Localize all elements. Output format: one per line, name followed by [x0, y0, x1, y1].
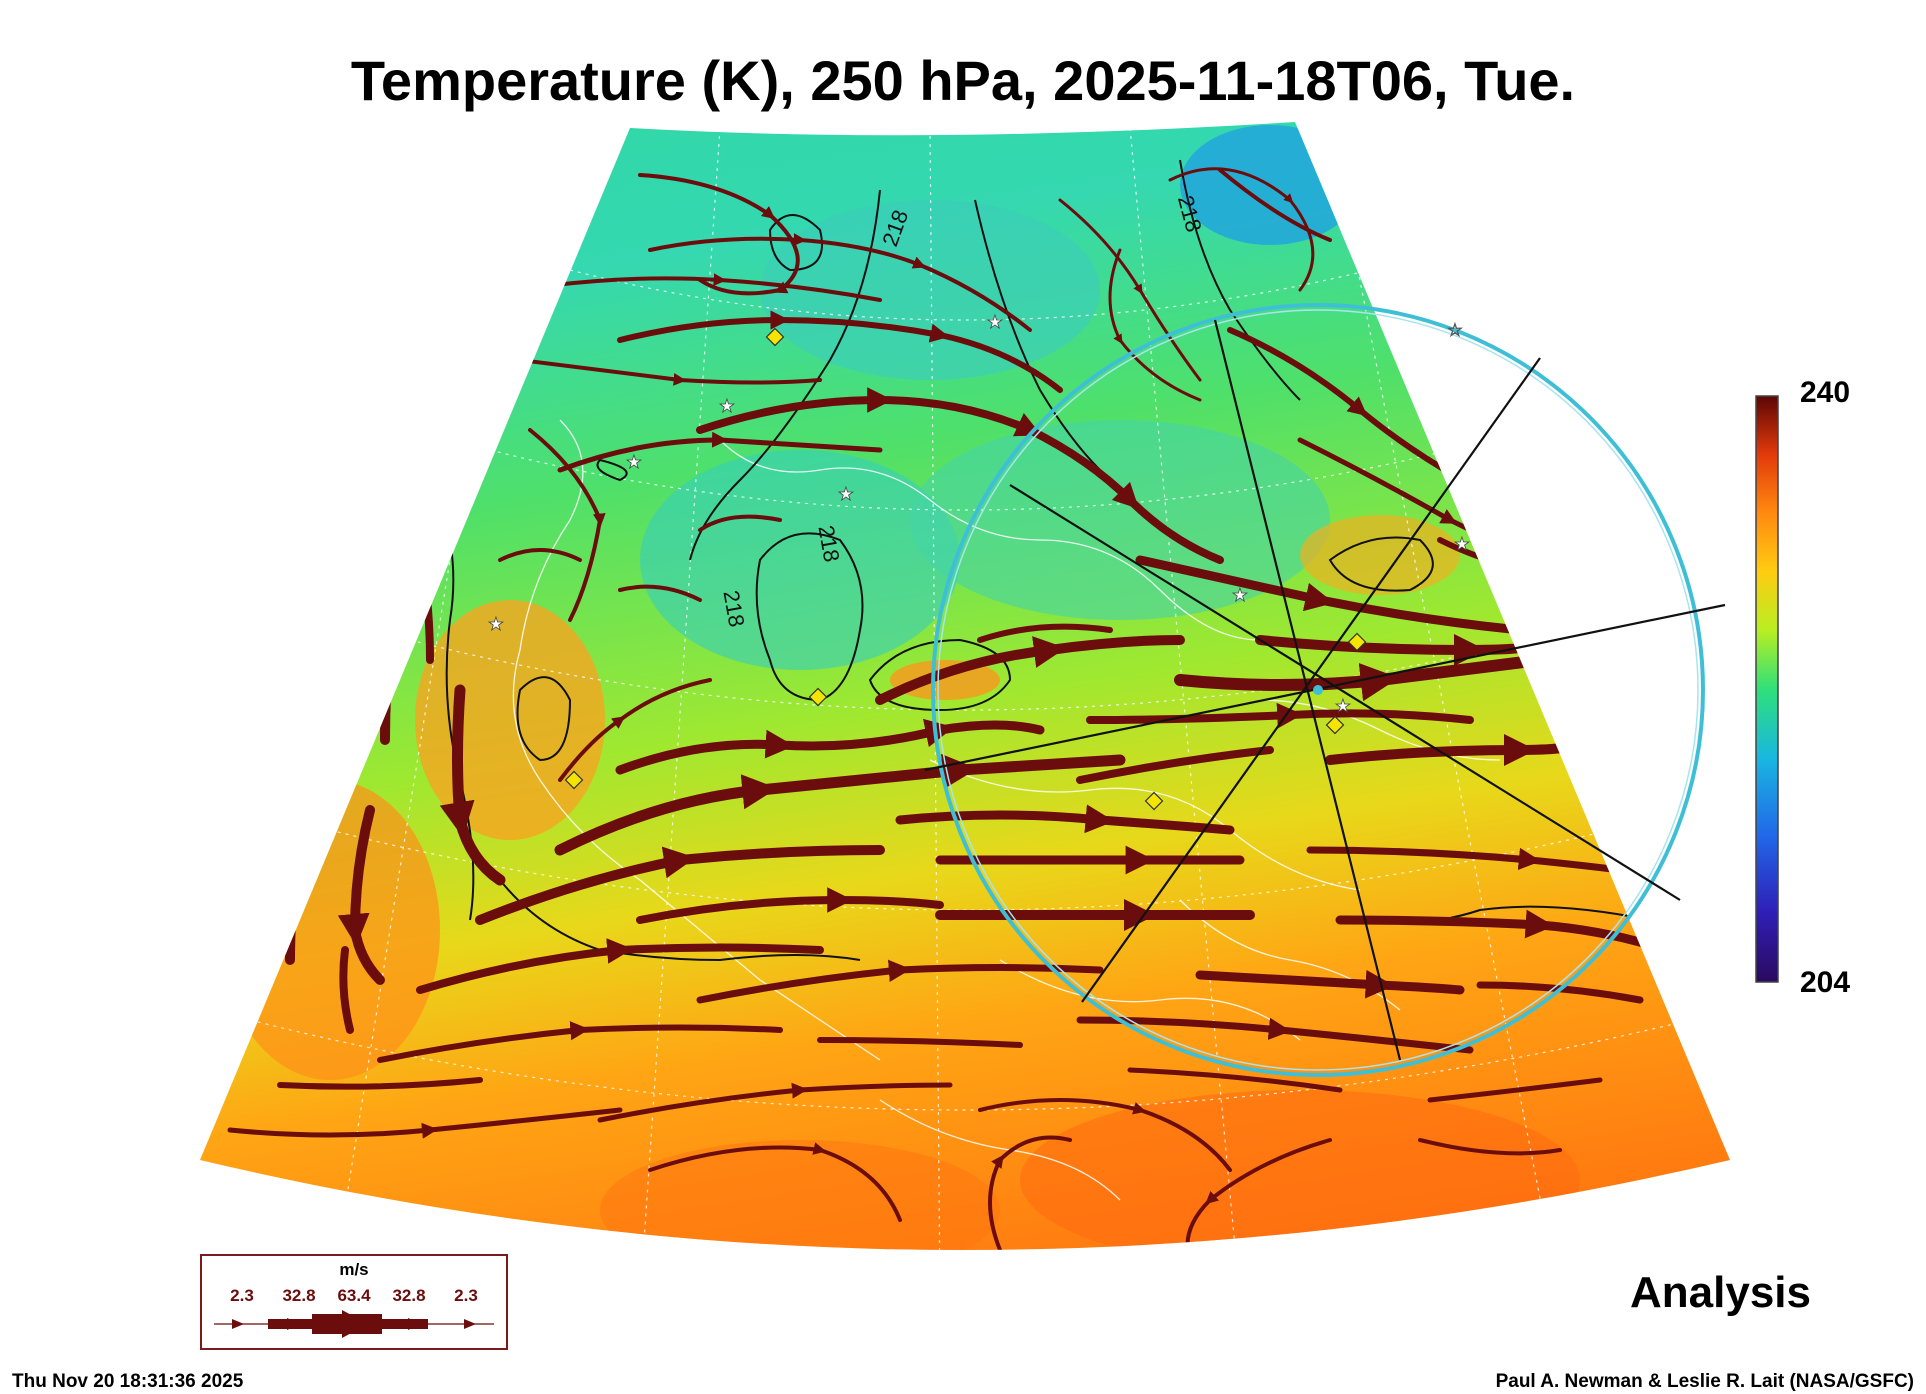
- streamline: [1427, 1077, 1603, 1103]
- svg-text:★: ★: [488, 614, 504, 635]
- streamline: [227, 1107, 623, 1139]
- streamline: [875, 635, 1185, 705]
- streamline: [475, 845, 885, 925]
- warm-patch: [1300, 515, 1460, 595]
- streamline: [977, 623, 1113, 643]
- warm-patch: [890, 660, 1000, 700]
- product-label: Analysis: [1630, 1268, 1811, 1317]
- legend-unit: m/s: [339, 1260, 369, 1279]
- streamline: [337, 805, 385, 985]
- svg-text:★: ★: [1454, 534, 1470, 555]
- legend-value: 32.8: [392, 1286, 426, 1305]
- streamline: [1306, 846, 1624, 874]
- streamline: [978, 1098, 1232, 1172]
- streamline: [1076, 1016, 1474, 1054]
- svg-text:★: ★: [719, 396, 735, 417]
- streamline: [988, 1135, 1072, 1250]
- cold-patch: [640, 450, 960, 670]
- streamline: [817, 1037, 1023, 1048]
- streamline: [339, 946, 354, 1034]
- streamline: [696, 959, 1104, 1004]
- map-sector: 218 218 218 218: [200, 122, 1730, 1250]
- streamline: [1174, 654, 1546, 702]
- svg-text:★: ★: [1335, 696, 1351, 717]
- star-station-icon: ★ ★ ★ ★ ★ ★ ★ ★ ☆: [488, 312, 1471, 718]
- streamline: [648, 233, 1032, 332]
- streamline: [618, 584, 702, 602]
- streamline: [416, 938, 824, 994]
- streamline: [1108, 248, 1202, 402]
- streamline: [1058, 198, 1202, 382]
- svg-text:★: ★: [1232, 585, 1248, 606]
- legend-value: 32.8: [282, 1286, 316, 1305]
- ring-center: [1313, 685, 1323, 695]
- station-markers: ★ ★ ★ ★ ★ ★ ★ ★ ☆: [488, 312, 1471, 811]
- streamline: [380, 635, 395, 745]
- footer-credit: Paul A. Newman & Leslie R. Lait (NASA/GS…: [1495, 1371, 1914, 1392]
- legend-value: 63.4: [337, 1286, 371, 1305]
- legend-value: 2.3: [454, 1286, 478, 1305]
- warm-patch: [1020, 1090, 1580, 1250]
- streamline: [528, 428, 606, 622]
- streamline: [636, 887, 944, 924]
- streamline: [377, 1021, 783, 1063]
- svg-text:★: ★: [987, 312, 1003, 333]
- streamline: [1218, 168, 1332, 242]
- range-ring: [931, 303, 1705, 1077]
- svg-text:☆: ☆: [1447, 320, 1463, 341]
- streamline: [696, 387, 1224, 564]
- footer-timestamp: Thu Nov 20 18:31:36 2025: [12, 1371, 244, 1392]
- streamline: [1127, 1067, 1343, 1093]
- streamline: [439, 684, 506, 886]
- diamond-station-icon: [564, 327, 1367, 811]
- streamline: [597, 1082, 953, 1123]
- range-ring: [937, 309, 1699, 1071]
- streamline: [698, 514, 782, 532]
- streamline: [554, 753, 1126, 856]
- streamline: [285, 865, 300, 965]
- svg-text:★: ★: [838, 484, 854, 505]
- streamline: [553, 273, 882, 302]
- section-line: [1009, 484, 1681, 901]
- streamline: [1185, 1138, 1332, 1250]
- wind-speed-legend: m/s 2.3 32.8 63.4 32.8 2.3: [200, 1254, 508, 1350]
- streamline: [617, 310, 1063, 393]
- colorbar-min-label: 204: [1800, 966, 1851, 999]
- streamline: [648, 1142, 902, 1222]
- section-line: [1081, 357, 1541, 1003]
- colorbar: [1755, 395, 1779, 983]
- streamline: [1135, 555, 1525, 635]
- streamline: [615, 718, 1045, 775]
- warm-patch: [415, 600, 605, 840]
- streamlines: [227, 167, 1655, 1250]
- streamline: [498, 548, 582, 562]
- streamline: [1086, 702, 1474, 729]
- range-ring-overlay: [924, 303, 1726, 1077]
- streamline: [557, 431, 883, 473]
- svg-text:★: ★: [626, 452, 642, 473]
- warm-patch: [600, 1140, 1000, 1250]
- streamline: [1418, 1138, 1562, 1156]
- colorbar-max-label: 240: [1800, 376, 1851, 409]
- section-line: [924, 603, 1726, 772]
- streamline: [1195, 969, 1465, 999]
- streamline: [1168, 167, 1315, 292]
- streamline: [518, 358, 822, 386]
- legend-arrow-scale: [214, 1310, 494, 1338]
- streamline: [558, 678, 712, 782]
- legend-value: 2.3: [230, 1286, 254, 1305]
- chart-title: Temperature (K), 250 hPa, 2025-11-18T06,…: [350, 49, 1576, 112]
- streamline: [1076, 746, 1274, 784]
- streamline: [277, 1077, 483, 1090]
